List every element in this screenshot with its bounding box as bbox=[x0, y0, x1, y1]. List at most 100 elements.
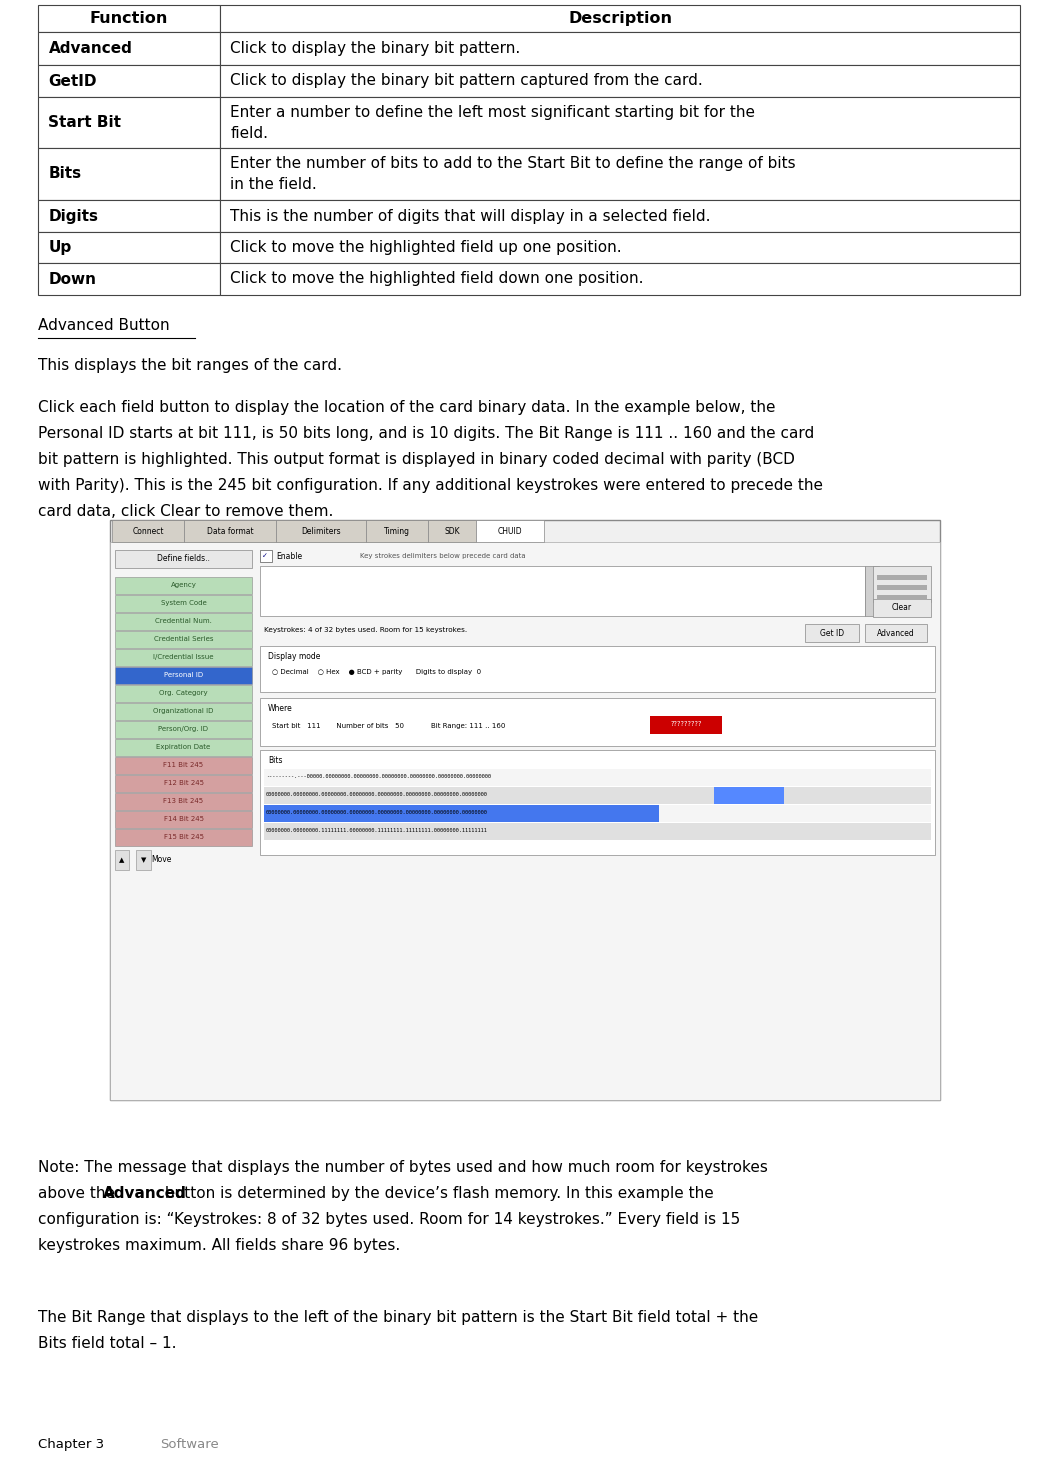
Text: Click each field button to display the location of the card binary data. In the : Click each field button to display the l… bbox=[38, 400, 776, 415]
Text: Bits: Bits bbox=[268, 756, 283, 765]
Bar bbox=[110, 542, 940, 1100]
Text: Description: Description bbox=[569, 12, 672, 26]
Bar bbox=[476, 520, 544, 542]
Bar bbox=[115, 631, 252, 648]
Text: Org. Category: Org. Category bbox=[159, 690, 207, 696]
Bar bbox=[115, 757, 252, 774]
Text: Clear: Clear bbox=[892, 602, 912, 611]
Text: System Code: System Code bbox=[160, 601, 206, 607]
Text: Key strokes delimiters below precede card data: Key strokes delimiters below precede car… bbox=[360, 552, 526, 560]
Bar bbox=[873, 565, 931, 602]
Text: Advanced: Advanced bbox=[48, 41, 132, 56]
Text: The Bit Range that displays to the left of the binary bit pattern is the Start B: The Bit Range that displays to the left … bbox=[38, 1310, 758, 1324]
Bar bbox=[220, 64, 1020, 97]
Text: ▼: ▼ bbox=[141, 857, 147, 863]
Text: 00000000.00000000.00000000.00000000.00000000.00000000.00000000.00000000: 00000000.00000000.00000000.00000000.0000… bbox=[266, 810, 488, 816]
Text: Enable: Enable bbox=[276, 551, 303, 561]
Text: above the: above the bbox=[38, 1187, 119, 1201]
Bar bbox=[38, 4, 220, 32]
Bar bbox=[136, 850, 151, 870]
Text: Credential Series: Credential Series bbox=[154, 636, 214, 642]
Bar bbox=[264, 823, 931, 839]
Bar bbox=[220, 4, 1020, 32]
Text: ▲: ▲ bbox=[119, 857, 125, 863]
Bar bbox=[38, 201, 220, 231]
Text: ---------.---00000.00000000.00000000.00000000.00000000.00000000.00000000: ---------.---00000.00000000.00000000.000… bbox=[266, 775, 491, 779]
Text: Software: Software bbox=[160, 1439, 219, 1450]
Bar bbox=[220, 97, 1020, 148]
Text: Click to move the highlighted field up one position.: Click to move the highlighted field up o… bbox=[230, 240, 622, 255]
Bar bbox=[38, 64, 220, 97]
Text: Define fields..: Define fields.. bbox=[157, 554, 210, 564]
Text: CHUID: CHUID bbox=[497, 526, 522, 536]
Bar bbox=[115, 595, 252, 612]
Text: This displays the bit ranges of the card.: This displays the bit ranges of the card… bbox=[38, 357, 342, 374]
Text: 00000000.00000000.00000000.00000000.00000000.00000000.00000000.00000000: 00000000.00000000.00000000.00000000.0000… bbox=[266, 793, 488, 797]
Bar bbox=[877, 595, 927, 601]
Bar bbox=[110, 520, 940, 1100]
Bar bbox=[260, 549, 272, 563]
Bar bbox=[115, 829, 252, 845]
Bar bbox=[38, 97, 220, 148]
Text: This is the number of digits that will display in a selected field.: This is the number of digits that will d… bbox=[230, 208, 711, 224]
Text: Digits: Digits bbox=[48, 208, 98, 224]
Bar bbox=[260, 697, 935, 746]
Text: 00000000.00000000.11111111.00000000.11111111.11111111.00000000.11111111: 00000000.00000000.11111111.00000000.1111… bbox=[266, 829, 488, 834]
Text: Advanced: Advanced bbox=[877, 628, 915, 637]
Text: configuration is: “Keystrokes: 8 of 32 bytes used. Room for 14 keystrokes.” Ever: configuration is: “Keystrokes: 8 of 32 b… bbox=[38, 1212, 740, 1228]
Text: SDK: SDK bbox=[444, 526, 460, 536]
Text: GetID: GetID bbox=[48, 73, 97, 88]
Text: Up: Up bbox=[48, 240, 72, 255]
Bar bbox=[38, 264, 220, 294]
Bar bbox=[115, 738, 252, 756]
Text: Personal ID starts at bit 111, is 50 bits long, and is 10 digits. The Bit Range : Personal ID starts at bit 111, is 50 bit… bbox=[38, 426, 815, 441]
Text: I/Credential Issue: I/Credential Issue bbox=[153, 653, 214, 661]
Text: Keystrokes: 4 of 32 bytes used. Room for 15 keystrokes.: Keystrokes: 4 of 32 bytes used. Room for… bbox=[264, 627, 467, 633]
Bar bbox=[428, 520, 476, 542]
Bar bbox=[220, 201, 1020, 231]
Text: ○ Decimal    ○ Hex    ● BCD + parity      Digits to display  0: ○ Decimal ○ Hex ● BCD + parity Digits to… bbox=[272, 670, 482, 675]
Text: Click to display the binary bit pattern captured from the card.: Click to display the binary bit pattern … bbox=[230, 73, 704, 88]
Text: Personal ID: Personal ID bbox=[164, 672, 203, 678]
Bar bbox=[115, 850, 129, 870]
Bar bbox=[264, 804, 931, 822]
Text: Credential Num.: Credential Num. bbox=[155, 618, 211, 624]
Bar bbox=[115, 721, 252, 738]
Text: Display mode: Display mode bbox=[268, 652, 320, 661]
Text: Chapter 3: Chapter 3 bbox=[38, 1439, 104, 1450]
Text: bit pattern is highlighted. This output format is displayed in binary coded deci: bit pattern is highlighted. This output … bbox=[38, 453, 795, 467]
Bar bbox=[264, 804, 659, 822]
Bar bbox=[220, 32, 1020, 64]
Text: Data format: Data format bbox=[206, 526, 253, 536]
Bar bbox=[877, 585, 927, 590]
Bar bbox=[877, 574, 927, 580]
Bar bbox=[38, 231, 220, 264]
Text: F14 Bit 245: F14 Bit 245 bbox=[163, 816, 203, 822]
Text: Expiration Date: Expiration Date bbox=[156, 744, 210, 750]
Bar bbox=[220, 148, 1020, 201]
Text: button is determined by the device’s flash memory. In this example the: button is determined by the device’s fla… bbox=[160, 1187, 714, 1201]
Text: Click to move the highlighted field down one position.: Click to move the highlighted field down… bbox=[230, 271, 644, 287]
Bar bbox=[260, 565, 865, 615]
Text: Click to display the binary bit pattern.: Click to display the binary bit pattern. bbox=[230, 41, 520, 56]
Text: Start Bit: Start Bit bbox=[48, 114, 121, 130]
Bar bbox=[650, 716, 722, 734]
Text: Bits: Bits bbox=[48, 167, 82, 182]
Bar bbox=[115, 612, 252, 630]
Text: Advanced Button: Advanced Button bbox=[38, 318, 170, 333]
Text: card data, click Clear to remove them.: card data, click Clear to remove them. bbox=[38, 504, 333, 519]
Bar bbox=[184, 520, 276, 542]
Text: F13 Bit 245: F13 Bit 245 bbox=[163, 798, 203, 804]
Bar bbox=[260, 750, 935, 856]
Text: Agency: Agency bbox=[171, 582, 197, 587]
Text: Bits field total – 1.: Bits field total – 1. bbox=[38, 1336, 177, 1351]
Bar bbox=[366, 520, 428, 542]
Text: F15 Bit 245: F15 Bit 245 bbox=[163, 834, 203, 839]
Text: Move: Move bbox=[151, 856, 172, 864]
Bar bbox=[115, 703, 252, 719]
Bar bbox=[220, 231, 1020, 264]
Bar bbox=[38, 32, 220, 64]
Text: Person/Org. ID: Person/Org. ID bbox=[158, 727, 208, 732]
Bar bbox=[260, 646, 935, 691]
Text: Delimiters: Delimiters bbox=[302, 526, 341, 536]
